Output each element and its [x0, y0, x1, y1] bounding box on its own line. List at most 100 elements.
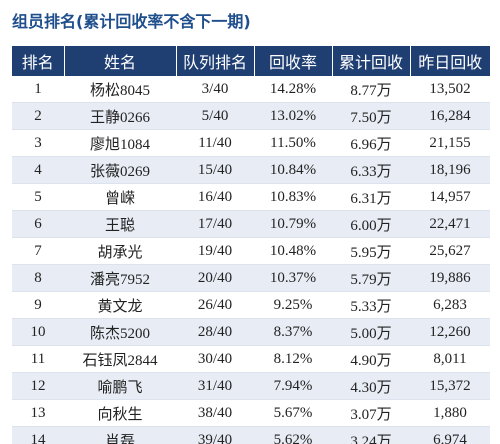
table-cell: 8,011 [433, 350, 467, 367]
table-cell: 2 [34, 107, 42, 124]
table-cell: 10.83% [269, 188, 317, 205]
table-cell: 21,155 [429, 134, 471, 151]
table-cell: 5.00万 [350, 325, 392, 342]
table-cell: 杨松8045 [89, 82, 150, 99]
table-row: 8 潘亮7952 20/40 10.37% 5.79万 19,886 [12, 264, 490, 292]
table-cell: 3.07万 [350, 406, 392, 423]
table-cell: 6 [34, 215, 42, 232]
table-cell: 39/40 [197, 431, 233, 444]
table-body: 1 杨松8045 3/40 14.28% 8.77万 13,502 2 王静0266 5/40 1… [12, 76, 490, 444]
table-cell: 5.62% [273, 431, 313, 444]
table-cell: 13,502 [429, 80, 471, 97]
column-header: 累计回收 [331, 46, 410, 76]
table-cell: 10 [30, 323, 46, 340]
table-cell: 向秋生 [97, 406, 143, 423]
table-cell: 8.12% [273, 350, 313, 367]
table-cell: 11 [30, 350, 46, 367]
table-cell: 张薇0269 [89, 163, 150, 180]
table-cell: 8 [34, 269, 42, 286]
table-cell: 12 [30, 377, 46, 394]
table-cell: 14,957 [429, 188, 471, 205]
table-row: 9 黄文龙 26/40 9.25% 5.33万 6,283 [12, 292, 490, 319]
table-cell: 4 [34, 161, 42, 178]
table-cell: 5.79万 [350, 271, 392, 288]
table-cell: 19,886 [429, 269, 471, 286]
table-cell: 6,283 [433, 296, 467, 313]
table-cell: 廖旭1084 [89, 136, 150, 153]
table-cell: 4.90万 [350, 352, 392, 369]
table-cell: 28/40 [197, 323, 233, 340]
table-cell: 5.33万 [350, 298, 392, 315]
table-cell: 38/40 [197, 404, 233, 421]
table-cell: 15,372 [429, 377, 471, 394]
table-cell: 26/40 [197, 296, 233, 313]
column-header: 回收率 [253, 46, 332, 76]
table-cell: 14.28% [269, 80, 317, 97]
table-row: 6 王聪 17/40 10.79% 6.00万 22,471 [12, 210, 490, 238]
table-cell: 6.00万 [350, 217, 392, 234]
table-cell: 18,196 [429, 161, 471, 178]
table-cell: 6.33万 [350, 163, 392, 180]
table-row: 2 王静0266 5/40 13.02% 7.50万 16,284 [12, 102, 490, 130]
table-cell: 6,974 [433, 431, 467, 444]
table-row: 12 喻鹏飞 31/40 7.94% 4.30万 15,372 [12, 372, 490, 400]
table-cell: 3/40 [201, 80, 229, 97]
table-row: 10 陈杰5200 28/40 8.37% 5.00万 12,260 [12, 318, 490, 346]
table-cell: 4.30万 [350, 379, 392, 396]
ranking-table: 排名 姓名 队列排名 回收率 累计回收 昨日回收 1 杨松8045 3/40 14.28% 8.7… [12, 46, 490, 444]
table-cell: 10.37% [269, 269, 317, 286]
table-cell: 5/40 [201, 107, 229, 124]
table-cell: 8.37% [273, 323, 313, 340]
table-cell: 13 [30, 404, 46, 421]
title: 组员排名(累计回收率不含下一期) [12, 12, 251, 31]
table-cell: 30/40 [197, 350, 233, 367]
table-cell: 黄文龙 [97, 298, 143, 315]
table-cell: 12,260 [429, 323, 471, 340]
table-cell: 5.95万 [350, 244, 392, 261]
table-cell: 3.24万 [350, 433, 392, 444]
table-cell: 1,880 [433, 404, 467, 421]
table-cell: 陈杰5200 [89, 325, 150, 342]
column-header: 昨日回收 [409, 46, 490, 76]
table-cell: 14 [30, 431, 46, 444]
table-row: 3 廖旭1084 11/40 11.50% 6.96万 21,155 [12, 130, 490, 157]
table-cell: 20/40 [197, 269, 233, 286]
table-row: 7 胡承光 19/40 10.48% 5.95万 25,627 [12, 238, 490, 265]
table-cell: 王聪 [104, 217, 135, 234]
table-cell: 11/40 [198, 134, 232, 151]
table-cell: 17/40 [197, 215, 233, 232]
table-row: 13 向秋生 38/40 5.67% 3.07万 1,880 [12, 400, 490, 427]
table-cell: 喻鹏飞 [97, 379, 143, 396]
table-cell: 10.48% [269, 242, 317, 259]
column-header: 姓名 [63, 46, 176, 76]
table-cell: 曾嵘 [104, 190, 135, 207]
table-cell: 9 [34, 296, 42, 313]
table-cell: 7.50万 [350, 109, 392, 126]
table-row: 1 杨松8045 3/40 14.28% 8.77万 13,502 [12, 76, 490, 103]
table-cell: 胡承光 [97, 244, 143, 261]
table-row: 11 石钰凤2844 30/40 8.12% 4.90万 8,011 [12, 346, 490, 373]
table-cell: 10.79% [269, 215, 317, 232]
table-cell: 15/40 [197, 161, 233, 178]
table-cell: 7.94% [273, 377, 313, 394]
table-cell: 13.02% [269, 107, 317, 124]
table-row: 4 张薇0269 15/40 10.84% 6.33万 18,196 [12, 156, 490, 184]
table-cell: 10.84% [269, 161, 317, 178]
table-cell: 19/40 [197, 242, 233, 259]
table-cell: 6.31万 [350, 190, 392, 207]
column-header: 排名 [12, 46, 64, 76]
table-row: 14 肖磊 39/40 5.62% 3.24万 6,974 [12, 426, 490, 444]
column-header: 队列排名 [175, 46, 254, 76]
table-cell: 5.67% [273, 404, 313, 421]
table-row: 5 曾嵘 16/40 10.83% 6.31万 14,957 [12, 184, 490, 211]
table-cell: 3 [34, 134, 42, 151]
table-cell: 8.77万 [350, 82, 392, 99]
table-cell: 16,284 [429, 107, 471, 124]
table-cell: 潘亮7952 [89, 271, 150, 288]
table-cell: 31/40 [197, 377, 233, 394]
table-cell: 5 [34, 188, 42, 205]
header-row: 排名 姓名 队列排名 回收率 累计回收 昨日回收 [12, 46, 490, 76]
table-cell: 25,627 [429, 242, 471, 259]
table-cell: 16/40 [197, 188, 233, 205]
